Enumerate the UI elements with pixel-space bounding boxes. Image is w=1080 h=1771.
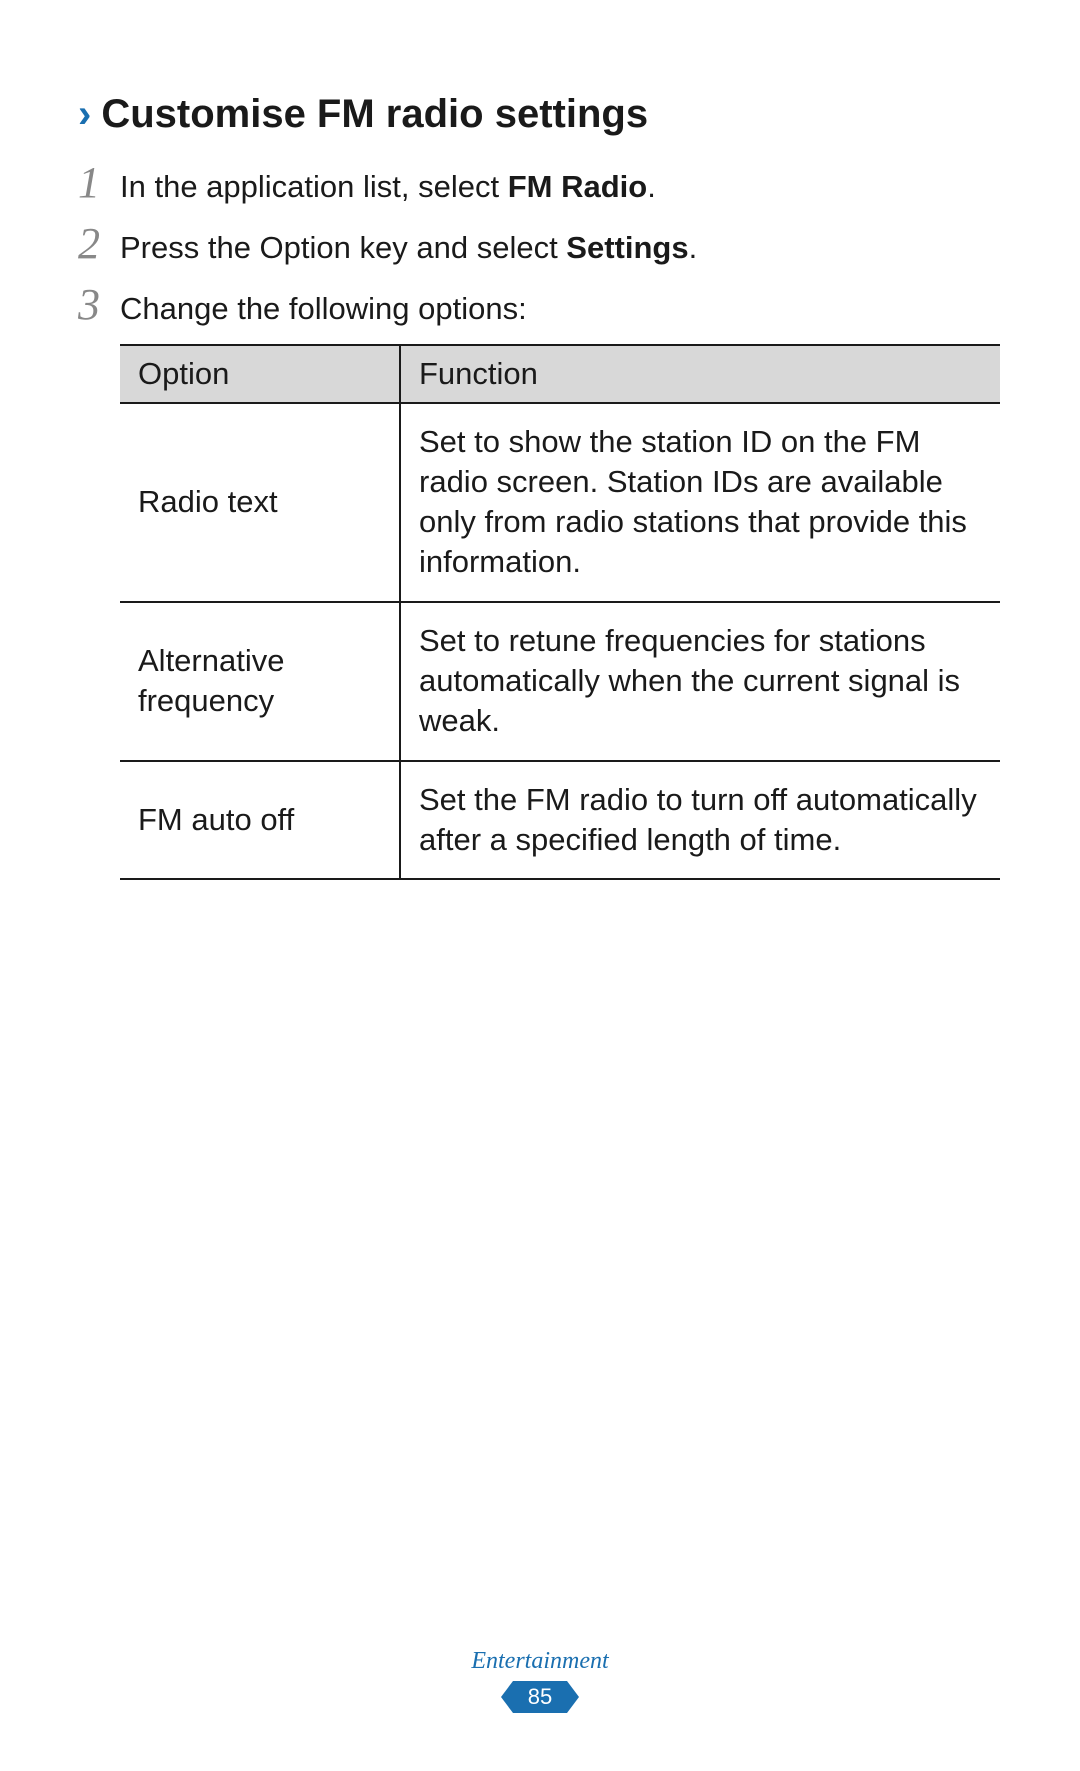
- step-number: 1: [78, 161, 120, 205]
- table-row: FM auto off Set the FM radio to turn off…: [120, 761, 1000, 880]
- cell-function: Set the FM radio to turn off automatical…: [400, 761, 1000, 880]
- header-function: Function: [400, 345, 1000, 403]
- table-row: Radio text Set to show the station ID on…: [120, 403, 1000, 602]
- step-number: 2: [78, 222, 120, 266]
- cell-option: FM auto off: [120, 761, 400, 880]
- step-2: 2 Press the Option key and select Settin…: [78, 222, 1002, 269]
- table-row: Alternative frequency Set to retune freq…: [120, 602, 1000, 761]
- section-heading: › Customise FM radio settings: [78, 92, 1002, 137]
- heading-text: Customise FM radio settings: [101, 92, 648, 137]
- page-number-badge: 85: [513, 1681, 567, 1713]
- step-text: In the application list, select FM Radio…: [120, 166, 1002, 208]
- step-text: Change the following options:: [120, 288, 1002, 330]
- page-content: › Customise FM radio settings 1 In the a…: [0, 0, 1080, 880]
- step-bold: FM Radio: [508, 169, 648, 204]
- cell-option: Alternative frequency: [120, 602, 400, 761]
- step-suffix: .: [689, 230, 698, 265]
- cell-function: Set to retune frequencies for stations a…: [400, 602, 1000, 761]
- step-prefix: Change the following options:: [120, 291, 527, 326]
- cell-function: Set to show the station ID on the FM rad…: [400, 403, 1000, 602]
- cell-option: Radio text: [120, 403, 400, 602]
- step-bold: Settings: [566, 230, 688, 265]
- step-prefix: In the application list, select: [120, 169, 508, 204]
- table-header-row: Option Function: [120, 345, 1000, 403]
- step-number: 3: [78, 283, 120, 327]
- step-suffix: .: [647, 169, 656, 204]
- step-prefix: Press the Option key and select: [120, 230, 566, 265]
- page-footer: Entertainment 85: [0, 1648, 1080, 1713]
- footer-category: Entertainment: [0, 1648, 1080, 1675]
- step-1: 1 In the application list, select FM Rad…: [78, 161, 1002, 208]
- chevron-right-icon: ›: [78, 94, 91, 134]
- step-text: Press the Option key and select Settings…: [120, 227, 1002, 269]
- header-option: Option: [120, 345, 400, 403]
- options-table: Option Function Radio text Set to show t…: [120, 344, 1000, 881]
- step-3: 3 Change the following options:: [78, 283, 1002, 330]
- step-list: 1 In the application list, select FM Rad…: [78, 161, 1002, 330]
